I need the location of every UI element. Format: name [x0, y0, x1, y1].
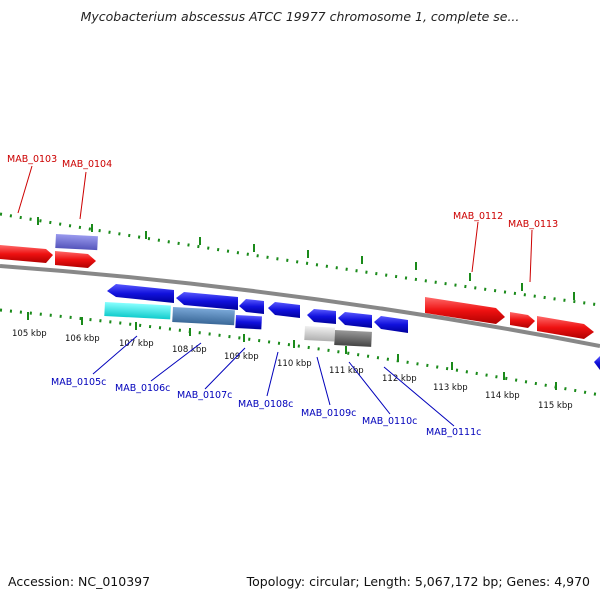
genome-summary-text: Topology: circular; Length: 5,067,172 bp… — [246, 574, 590, 589]
tick-label: 107 kbp — [119, 339, 154, 349]
feature-lightgray[interactable] — [304, 326, 335, 342]
chromosome-backbone — [0, 264, 600, 348]
leader-line — [316, 356, 331, 406]
leader-line — [383, 366, 455, 427]
tick-label: 115 kbp — [538, 401, 573, 411]
forward-genes[interactable] — [0, 233, 594, 339]
feature-blue-small[interactable] — [235, 314, 262, 330]
gene-label-MAB_0112[interactable]: MAB_0112 — [453, 211, 503, 222]
tick-label: 114 kbp — [485, 391, 520, 401]
leader-line — [79, 171, 87, 220]
tick-label: 109 kbp — [224, 352, 259, 362]
gene-MAB_0107c[interactable] — [239, 299, 264, 314]
inner-tick-ruler — [0, 308, 600, 397]
gene-MAB_0109c[interactable] — [307, 309, 336, 324]
feature-steel[interactable] — [172, 307, 235, 326]
gene-MAB_0103[interactable] — [0, 245, 53, 263]
gene-edge-reverse[interactable] — [594, 356, 600, 370]
forward-gene-labels — [17, 165, 533, 283]
leader-line — [471, 221, 479, 273]
tick-labels: 105 kbp 106 kbp 107 kbp 108 kbp 109 kbp … — [12, 329, 573, 411]
gene-MAB_0110c[interactable] — [338, 312, 372, 328]
gene-MAB_0113[interactable] — [537, 316, 594, 339]
page-title: Mycobacterium abscessus ATCC 19977 chrom… — [80, 9, 520, 24]
gene-label-MAB_0108c[interactable]: MAB_0108c — [238, 399, 293, 410]
tick-label: 111 kbp — [329, 366, 364, 376]
tick-label: 106 kbp — [65, 334, 100, 344]
leader-line — [348, 361, 391, 415]
gene-label-MAB_0107c[interactable]: MAB_0107c — [177, 390, 232, 401]
leader-line — [266, 351, 279, 397]
gene-label-MAB_0103[interactable]: MAB_0103 — [7, 154, 57, 165]
tick-label: 105 kbp — [12, 329, 47, 339]
reverse-genes[interactable] — [104, 284, 600, 370]
gene-MAB_0106c[interactable] — [176, 292, 238, 310]
gene-label-MAB_0109c[interactable]: MAB_0109c — [301, 408, 356, 419]
tick-label: 110 kbp — [277, 359, 312, 369]
tick-label: 108 kbp — [172, 345, 207, 355]
gene-MAB_0113a[interactable] — [510, 312, 535, 328]
gene-label-MAB_0111c[interactable]: MAB_0111c — [426, 427, 481, 438]
leader-line — [204, 347, 246, 390]
gene-label-MAB_0104[interactable]: MAB_0104 — [62, 159, 112, 170]
gene-label-MAB_0113[interactable]: MAB_0113 — [508, 219, 558, 230]
gene-MAB_0112[interactable] — [425, 297, 505, 324]
leader-line — [529, 229, 533, 283]
reverse-gene-labels — [92, 335, 455, 427]
gene-label-MAB_0110c[interactable]: MAB_0110c — [362, 416, 417, 427]
accession-text: Accession: NC_010397 — [8, 574, 151, 589]
tick-label: 113 kbp — [433, 383, 468, 393]
feature-darkgray[interactable] — [334, 330, 372, 347]
outer-major-ticks — [37, 217, 575, 300]
gene-MAB_0111c[interactable] — [374, 316, 408, 333]
leader-line — [92, 335, 138, 375]
tick-label: 112 kbp — [382, 374, 417, 384]
gene-label-MAB_0105c[interactable]: MAB_0105c — [51, 377, 106, 388]
gene-MAB_0108c[interactable] — [268, 302, 300, 318]
leader-line — [150, 342, 202, 382]
leader-line — [17, 165, 33, 214]
gene-MAB_0105c[interactable] — [107, 284, 174, 303]
inner-major-ticks — [27, 312, 557, 390]
gene-MAB_0104[interactable] — [55, 251, 96, 268]
gene-MAB_0104-overlay[interactable] — [55, 233, 98, 251]
feature-cyan[interactable] — [104, 302, 171, 320]
gene-label-MAB_0106c[interactable]: MAB_0106c — [115, 383, 170, 394]
